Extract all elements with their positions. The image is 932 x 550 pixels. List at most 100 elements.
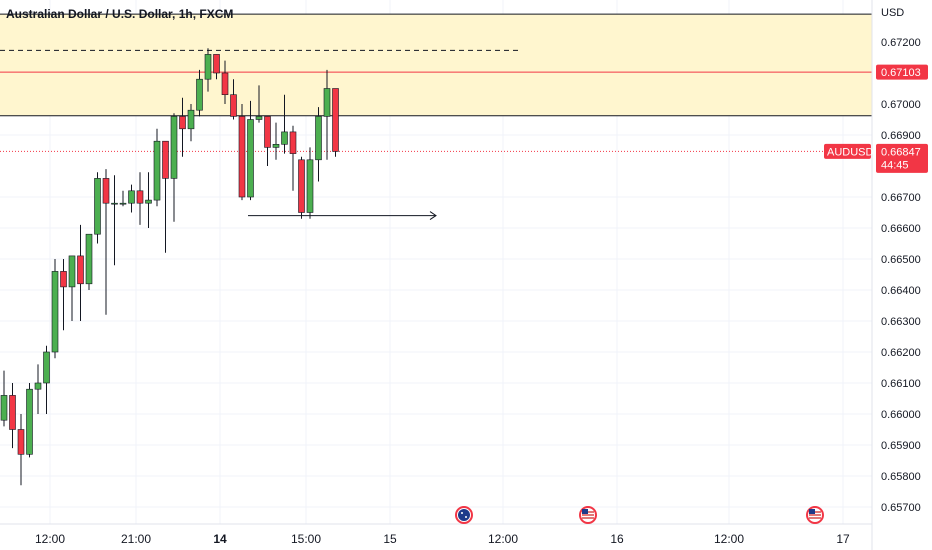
time-tick-label: 12:00 [488,532,518,546]
chart-title: Australian Dollar / U.S. Dollar, 1h, FXC… [6,7,233,21]
candle[interactable] [162,140,169,253]
candle[interactable] [145,172,152,228]
currency-label: USD [881,7,904,19]
candle[interactable] [298,156,305,219]
candle[interactable] [281,94,288,154]
bar-countdown: 44:45 [881,159,909,171]
time-axis[interactable]: 12:00 21:00 14 15:00 15 12:00 16 12:00 17 [35,532,850,546]
resistance-price-tag: 0.67103 [876,64,928,80]
candle-body [289,131,297,154]
candle-body [323,88,331,117]
usa-flag-icon[interactable] [579,506,597,524]
candle[interactable] [119,190,127,207]
candle-body [9,395,16,430]
price-tick-label: 0.67000 [881,99,921,111]
australia-flag-icon[interactable] [455,506,473,524]
candle[interactable] [102,169,110,315]
arrow-drawing[interactable] [248,211,437,221]
candle[interactable] [332,88,339,157]
time-tick-label: 12:00 [714,532,744,546]
candle-body [272,144,280,148]
candle-body [298,159,305,213]
price-tick-label: 0.66100 [881,378,921,390]
candle-body [238,116,246,198]
candle-body [51,271,59,353]
candle[interactable] [43,345,50,414]
candle-body [60,271,67,288]
candle[interactable] [85,233,93,290]
candle[interactable] [204,48,212,92]
candle[interactable] [187,104,195,142]
candle[interactable] [272,122,280,160]
time-tick-label: 14 [213,532,227,546]
candle-body [119,202,127,205]
candle-body [213,54,220,74]
candle[interactable] [238,104,246,201]
last-price-tag: 0.66847 44:45 [876,143,928,173]
candle[interactable] [264,116,271,166]
time-tick-label: 12:00 [35,532,65,546]
candle-body [94,178,101,235]
candle-body [111,202,118,205]
economic-events[interactable] [455,506,824,524]
time-tick-label: 17 [836,532,850,546]
candle[interactable] [26,383,33,458]
price-tick-label: 0.65800 [881,471,921,483]
candle[interactable] [323,69,331,160]
candle[interactable] [77,224,84,321]
candle-body [102,178,110,204]
last-price-label: 0.66847 [881,146,921,158]
candle-body [221,72,229,96]
candle[interactable] [213,54,220,80]
price-axis[interactable] [872,0,932,550]
candle-body [77,255,84,285]
candle[interactable] [0,370,8,427]
candle[interactable] [221,60,229,104]
price-tick-label: 0.66000 [881,409,921,421]
candle[interactable] [51,259,59,359]
candle[interactable] [289,125,297,191]
candle[interactable] [17,414,25,486]
candle[interactable] [170,113,178,222]
candles[interactable] [0,48,339,486]
candle-body [196,78,203,111]
candle-body [170,116,178,179]
candle-body [162,140,169,179]
chart-grid [0,0,872,524]
candle[interactable] [136,172,144,225]
candle[interactable] [255,85,263,123]
candle[interactable] [153,128,161,207]
candle-body [68,255,76,288]
time-tick-label: 15:00 [291,532,321,546]
candle-body [34,382,42,390]
candle-body [136,190,144,204]
symbol-label: AUDUSD [827,146,874,158]
candle[interactable] [94,172,101,244]
candle[interactable] [128,184,135,213]
candle[interactable] [306,147,314,219]
candle[interactable] [60,259,67,331]
price-tick-label: 0.65900 [881,440,921,452]
price-tick-label: 0.66300 [881,316,921,328]
candle[interactable] [179,97,186,157]
candle[interactable] [68,255,76,321]
candle[interactable] [196,69,203,117]
symbol-tag: AUDUSD [824,143,874,159]
time-tick-label: 16 [610,532,624,546]
candle[interactable] [247,100,254,201]
candle-body [230,94,237,117]
usa-flag-icon[interactable] [806,506,824,524]
candle-body [43,351,50,384]
candle-body [255,116,263,120]
price-tick-label: 0.65700 [881,502,921,514]
candle[interactable] [111,175,118,266]
candle[interactable] [315,107,322,182]
price-tick-label: 0.66500 [881,254,921,266]
price-tick-label: 0.66700 [881,192,921,204]
candle[interactable] [9,383,16,449]
candle[interactable] [230,79,237,120]
candle[interactable] [34,364,42,414]
candle-body [264,116,271,148]
resistance-zone[interactable] [0,14,872,116]
